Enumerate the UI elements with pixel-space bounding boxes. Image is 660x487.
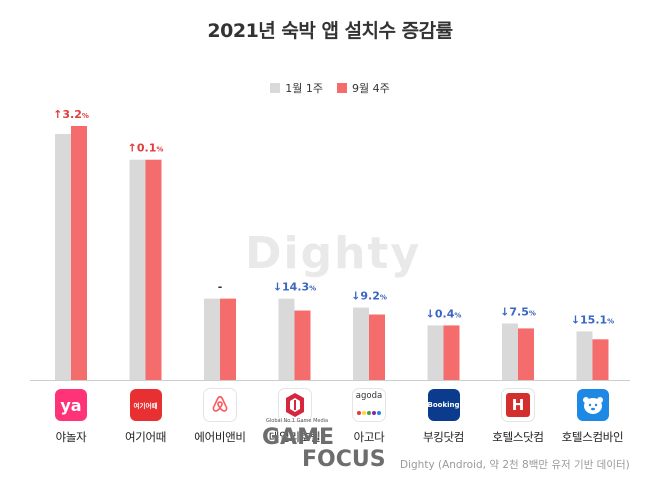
bar-sep-6 xyxy=(518,328,534,380)
gamefocus-logo: GAME FOCUS xyxy=(262,425,386,470)
change-label-6: ↓7.5% xyxy=(500,305,536,318)
legend-label-sep: 9월 4주 xyxy=(352,82,390,95)
bar-jan-6 xyxy=(502,323,518,380)
bar-sep-5 xyxy=(443,325,460,380)
app-label-5: 부킹닷컴 xyxy=(422,430,465,444)
bar-sep-0 xyxy=(71,125,87,380)
airbnb-icon xyxy=(204,389,236,421)
bar-sep-4 xyxy=(369,314,385,380)
hotelscombined-icon xyxy=(576,389,609,421)
app-label-3: 데일리호텔 xyxy=(268,430,321,444)
bar-jan-7 xyxy=(576,331,593,380)
agoda-icon: agoda xyxy=(353,389,385,421)
dailyhotel-icon xyxy=(278,389,311,421)
chart-legend: 1월 1주 9월 4주 xyxy=(0,79,660,97)
bar-jan-0 xyxy=(55,133,71,380)
legend-label-jan: 1월 1주 xyxy=(285,82,323,95)
bar-sep-1 xyxy=(145,159,162,380)
booking-icon: Booking xyxy=(427,389,460,421)
legend-swatch-sep xyxy=(337,83,347,93)
source-note: Dighty (Android, 약 2천 8백만 유저 기반 데이터) xyxy=(400,459,630,471)
logo-word-focus: FOCUS xyxy=(302,447,386,470)
bar-sep-3 xyxy=(294,310,311,380)
change-label-7: ↓15.1% xyxy=(571,313,614,326)
change-label-1: ↑0.1% xyxy=(128,142,164,155)
bar-jan-1 xyxy=(129,159,146,380)
change-label-0: ↑3.2% xyxy=(53,108,89,121)
change-label-4: ↓9.2% xyxy=(351,290,387,303)
bar-jan-4 xyxy=(353,307,369,380)
change-label-5: ↓0.4% xyxy=(426,307,462,320)
bar-jan-2 xyxy=(204,298,220,380)
chart-title: 2021년 숙박 앱 설치수 증감률 xyxy=(207,20,453,42)
bar-sep-7 xyxy=(592,339,609,380)
app-label-4: 아고다 xyxy=(353,430,385,444)
app-label-7: 호텔스컴바인 xyxy=(561,430,624,444)
hotelscom-icon: H xyxy=(502,389,534,421)
app-label-0: 야놀자 xyxy=(55,430,87,444)
app-label-6: 호텔스닷컴 xyxy=(492,430,544,444)
logo-word-game: GAME xyxy=(262,425,334,450)
change-label-2: - xyxy=(218,281,223,294)
legend-item-sep: 9월 4주 xyxy=(337,80,390,96)
bar-sep-2 xyxy=(220,298,236,380)
app-label-2: 에어비앤비 xyxy=(194,430,246,444)
logo-tagline: Global No.1 Game Media xyxy=(266,418,329,424)
legend-swatch-jan xyxy=(270,83,281,93)
dighty-watermark: Dighty xyxy=(245,228,422,279)
app-label-1: 여기어때 xyxy=(124,430,167,444)
yanolja-icon: ya xyxy=(55,389,87,421)
legend-item-jan: 1월 1주 xyxy=(270,80,323,96)
yeogi-icon: 여기어때 xyxy=(129,389,162,421)
bar-jan-3 xyxy=(278,298,295,380)
bar-jan-5 xyxy=(427,325,444,380)
change-label-3: ↓14.3% xyxy=(273,281,316,294)
